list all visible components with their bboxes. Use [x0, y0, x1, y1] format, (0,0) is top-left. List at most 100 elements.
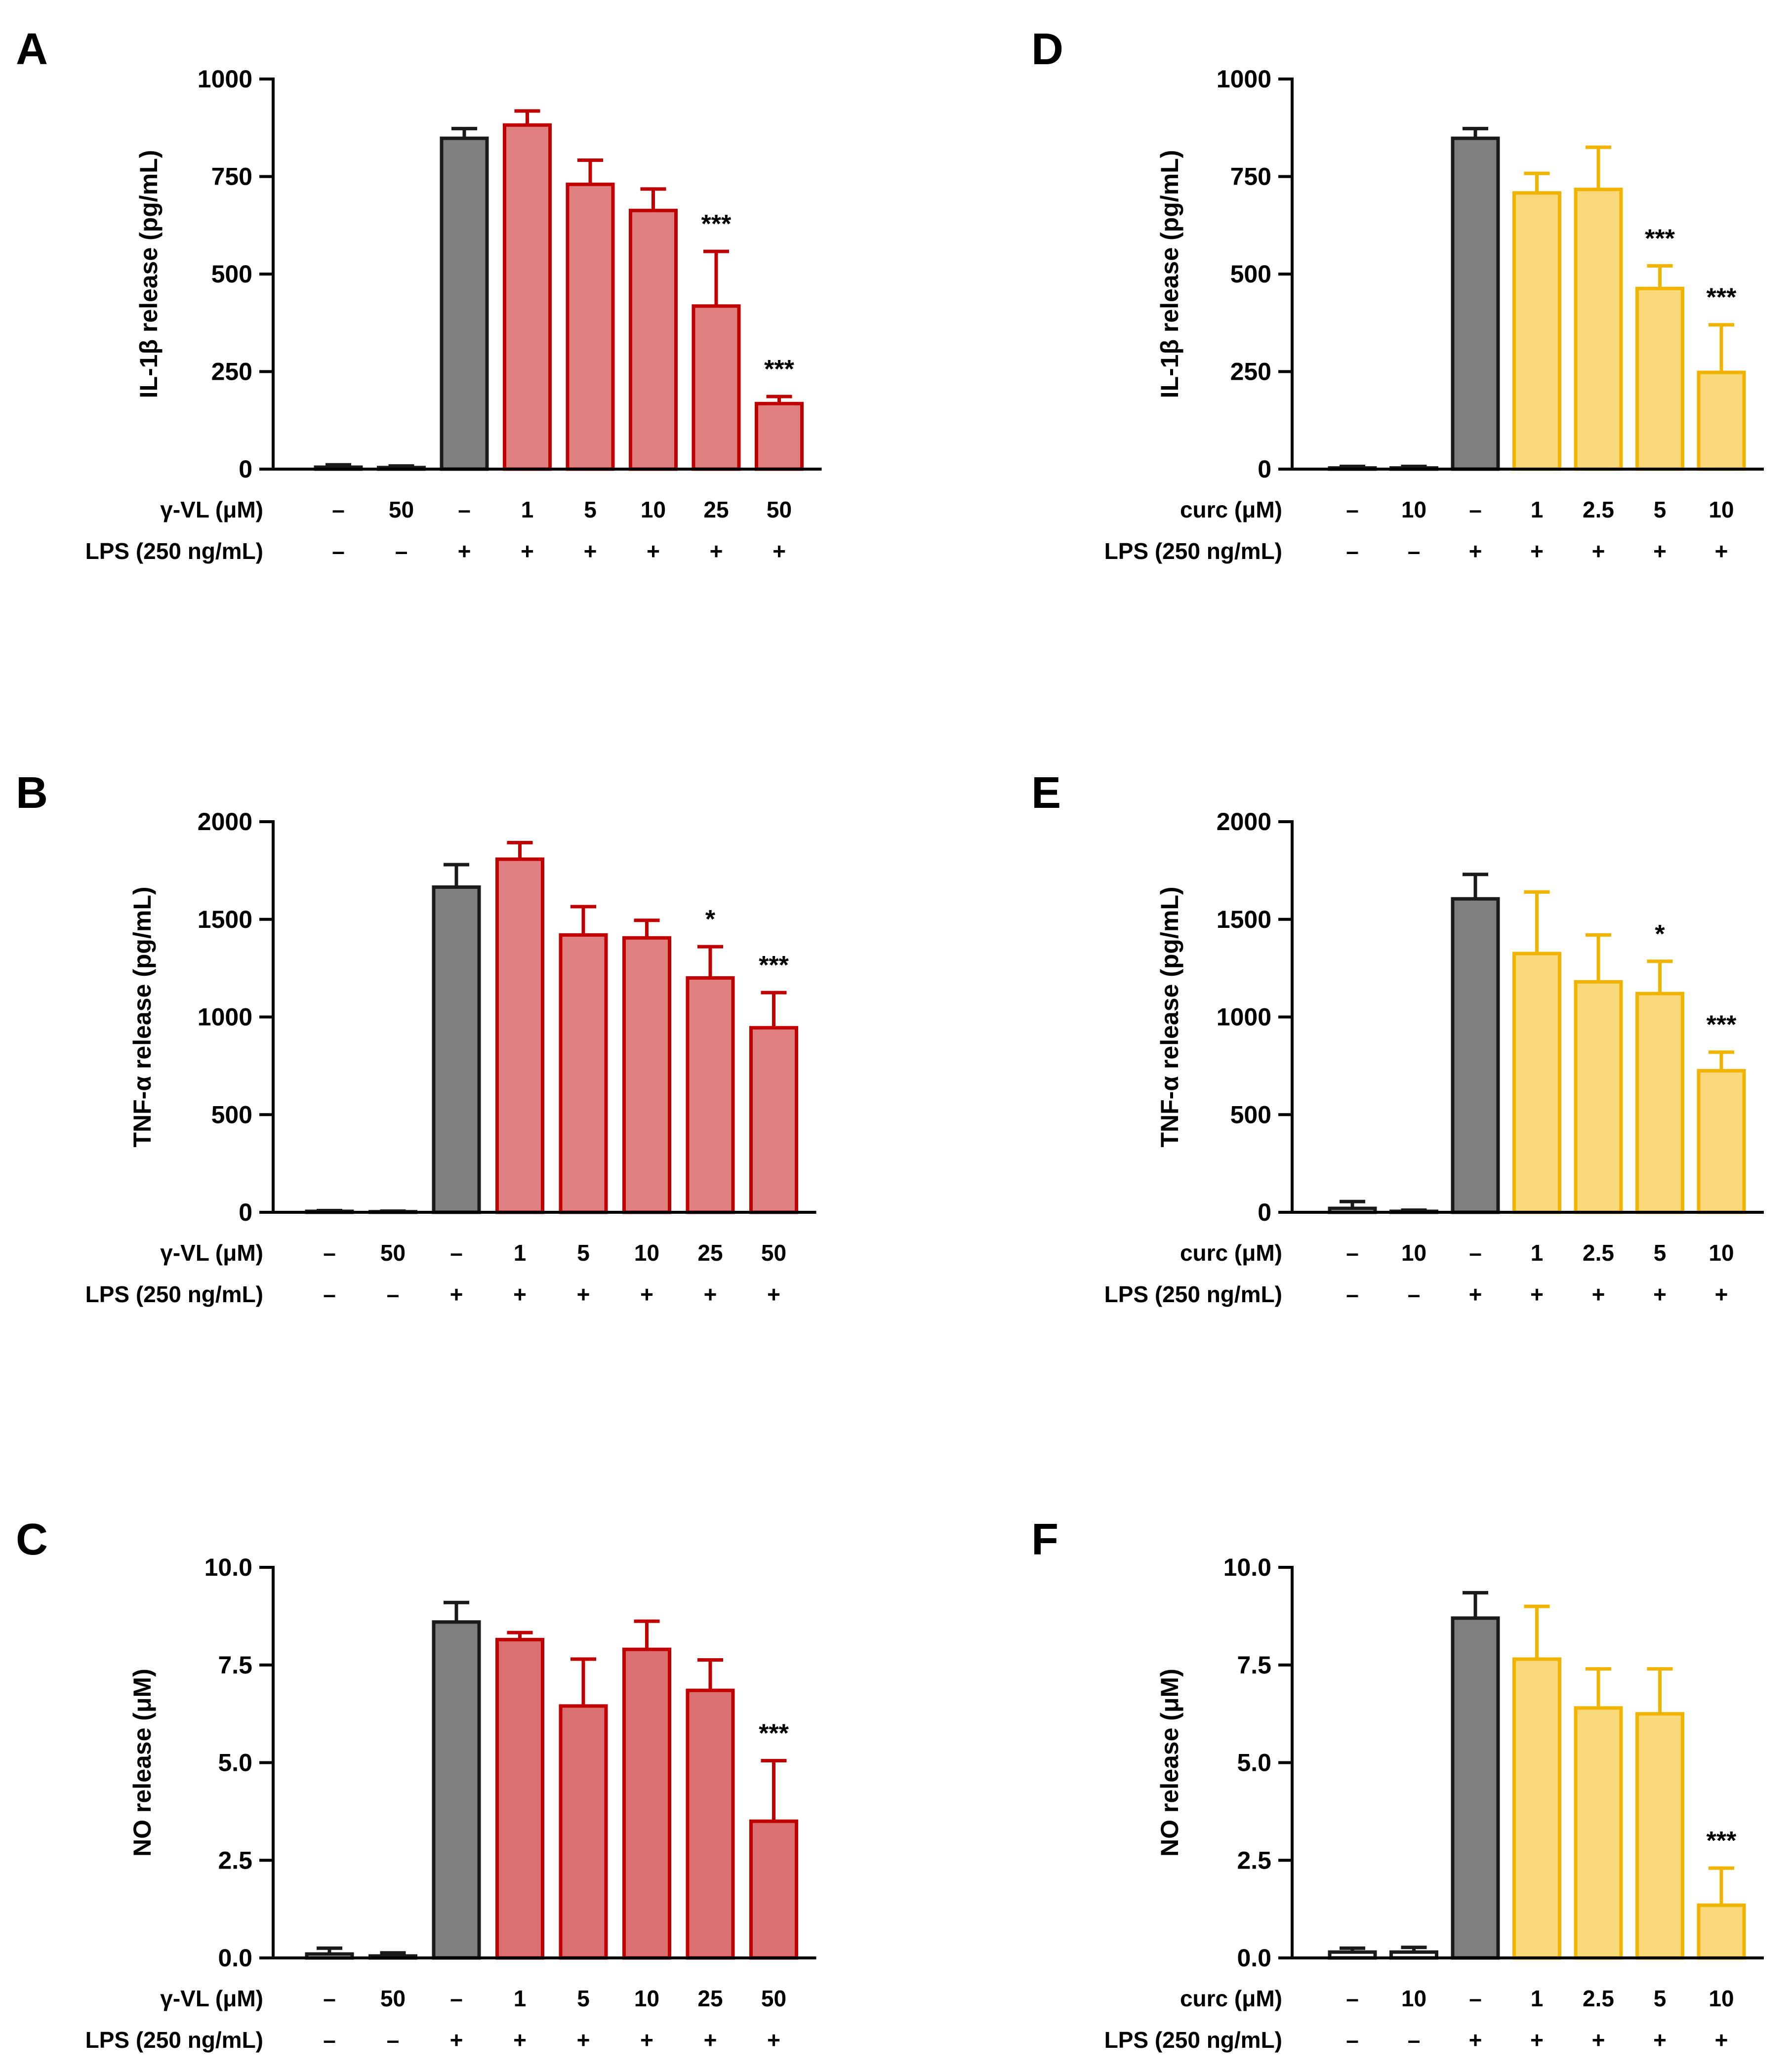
lps-label: –: [1346, 2027, 1359, 2053]
lps-label: –: [323, 1281, 336, 1307]
significance-label: ***: [764, 355, 794, 384]
panel-b-letter: B: [16, 768, 48, 818]
category-label: 10: [1709, 1986, 1734, 2011]
category-label: –: [450, 1986, 463, 2011]
treatment-row-label: γ-VL (μM): [160, 1240, 263, 1266]
lps-label: +: [704, 2027, 717, 2053]
category-label: 1: [1531, 1986, 1544, 2011]
lps-label: –: [332, 538, 345, 564]
y-tick-label: 10.0: [204, 1554, 252, 1581]
significance-label: *: [705, 905, 716, 934]
category-label: 1: [514, 1240, 527, 1266]
lps-label: +: [450, 1281, 463, 1307]
y-tick-label: 1000: [1217, 65, 1271, 93]
significance-label: ***: [1645, 224, 1675, 253]
category-label: 10: [1709, 1240, 1734, 1266]
lps-label: –: [1346, 538, 1359, 564]
bar: [559, 1704, 608, 1960]
lps-label: +: [640, 2027, 653, 2053]
bar: [440, 136, 489, 471]
chart-b: TNF-α release (pg/mL)0500100015002000***…: [85, 808, 816, 1307]
bar: [1512, 952, 1561, 1214]
bar: [692, 304, 741, 471]
y-tick-label: 5.0: [218, 1749, 252, 1777]
y-tick-label: 2000: [1217, 808, 1271, 836]
category-label: 25: [703, 497, 729, 522]
category-label: 50: [389, 497, 414, 522]
y-tick-label: 1500: [198, 906, 252, 933]
category-label: 5: [577, 1240, 590, 1266]
category-label: –: [323, 1986, 336, 2011]
significance-label: ***: [1707, 1011, 1737, 1039]
bar: [566, 182, 615, 471]
y-tick-label: 500: [1230, 1101, 1271, 1128]
y-axis-label: IL-1β release (pg/mL): [135, 150, 163, 398]
category-label: 50: [761, 1986, 786, 2011]
category-label: –: [458, 497, 471, 522]
category-label: 2.5: [1583, 497, 1614, 522]
bar: [749, 1026, 798, 1214]
category-label: 2.5: [1583, 1240, 1614, 1266]
bar: [1697, 1903, 1746, 1960]
y-tick-label: 0: [1258, 1198, 1271, 1226]
lps-label: +: [767, 2027, 780, 2053]
lps-label: +: [521, 538, 534, 564]
lps-label: +: [1469, 2027, 1482, 2053]
y-tick-label: 1000: [198, 1003, 252, 1031]
treatment-row-label: curc (μM): [1180, 1240, 1282, 1266]
lps-label: +: [1715, 2027, 1728, 2053]
lps-row-label: LPS (250 ng/mL): [85, 1281, 263, 1307]
lps-label: +: [1592, 538, 1605, 564]
lps-label: –: [1408, 1281, 1421, 1307]
treatment-row-label: curc (μM): [1180, 1986, 1282, 2011]
lps-label: +: [1715, 538, 1728, 564]
bar: [495, 857, 544, 1214]
category-label: –: [332, 497, 345, 522]
y-tick-label: 750: [1230, 163, 1271, 191]
category-label: 1: [514, 1986, 527, 2011]
significance-label: ***: [1707, 1827, 1737, 1855]
category-label: –: [1346, 497, 1359, 522]
lps-label: +: [1715, 1281, 1728, 1307]
bar: [1574, 1706, 1623, 1960]
bar: [1512, 1657, 1561, 1960]
y-tick-label: 500: [211, 260, 252, 288]
bar: [1697, 370, 1746, 471]
chart-e: TNF-α release (pg/mL)0500100015002000***…: [1104, 808, 1764, 1307]
lps-label: –: [1408, 2027, 1421, 2053]
category-label: 10: [1401, 497, 1426, 522]
bar: [1635, 286, 1684, 471]
category-label: –: [1469, 1986, 1482, 2011]
lps-row-label: LPS (250 ng/mL): [1104, 538, 1282, 564]
bar: [1574, 188, 1623, 471]
significance-label: ***: [701, 210, 732, 239]
y-tick-label: 5.0: [1237, 1749, 1271, 1777]
lps-label: +: [710, 538, 723, 564]
category-label: 5: [1654, 1986, 1667, 2011]
panel-f-letter: F: [1031, 1515, 1058, 1564]
y-tick-label: 1000: [198, 65, 252, 93]
y-axis-label: TNF-α release (pg/mL): [1156, 886, 1183, 1147]
treatment-row-label: γ-VL (μM): [160, 1986, 263, 2011]
lps-row-label: LPS (250 ng/mL): [85, 538, 263, 564]
bar: [629, 208, 678, 471]
y-tick-label: 250: [211, 358, 252, 386]
bar: [432, 885, 481, 1214]
panel-b: B TNF-α release (pg/mL) 0 500 1000 1500 2000 *…: [16, 768, 816, 1307]
bar: [559, 933, 608, 1214]
y-tick-label: 1000: [1217, 1003, 1271, 1031]
category-label: 50: [767, 497, 792, 522]
category-label: 5: [584, 497, 597, 522]
lps-label: –: [387, 2027, 400, 2053]
category-label: 50: [380, 1240, 406, 1266]
y-axis-label: TNF-α release (pg/mL): [128, 886, 156, 1147]
lps-label: +: [1530, 538, 1544, 564]
y-tick-label: 0.0: [218, 1944, 252, 1972]
category-label: 50: [761, 1240, 786, 1266]
category-label: 10: [634, 1986, 659, 2011]
panel-a: A IL-1β release (pg/mL) 0 250 500 750 1000 ***…: [16, 25, 822, 564]
category-label: 5: [1654, 497, 1667, 522]
category-label: 25: [697, 1986, 723, 2011]
lps-label: –: [1346, 1281, 1359, 1307]
y-tick-label: 250: [1230, 358, 1271, 386]
